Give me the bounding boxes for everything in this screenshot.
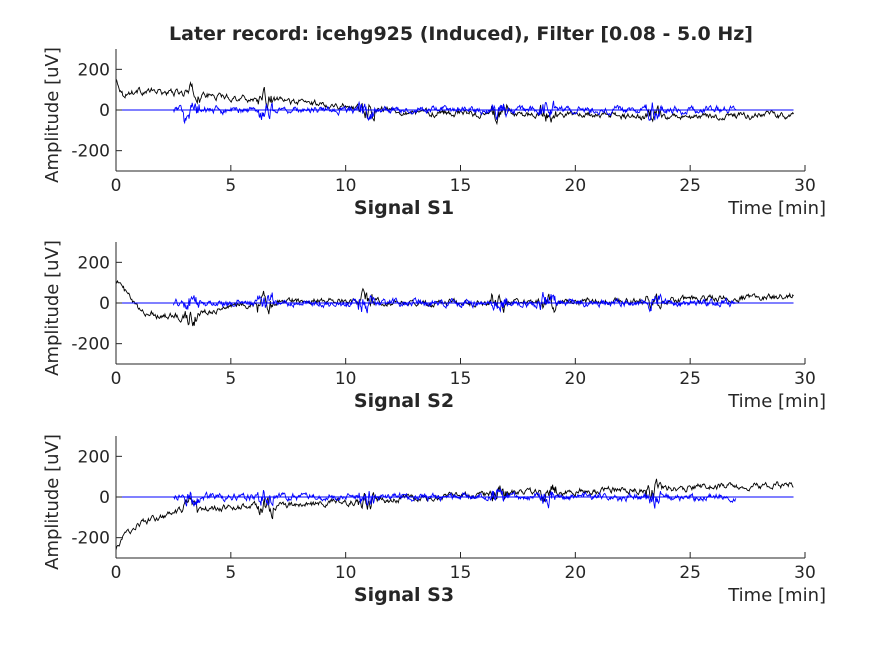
figure-title: Later record: icehg925 (Induced), Filter…: [169, 23, 753, 45]
x-tick-label: 0: [111, 176, 122, 196]
x-tick-label: 10: [335, 176, 357, 196]
y-tick-label: 0: [99, 101, 110, 121]
x-tick-label: 0: [111, 369, 122, 389]
series-line-filtered: [172, 292, 737, 314]
subplot-label: Signal S3: [354, 584, 454, 606]
x-tick-label: 30: [794, 369, 816, 389]
x-axis-label: Time [min]: [727, 198, 826, 219]
x-tick-label: 30: [794, 176, 816, 196]
x-axis-label: Time [min]: [727, 585, 826, 606]
x-axis-label: Time [min]: [727, 391, 826, 412]
y-tick-label: -200: [71, 142, 110, 162]
subplot-label: Signal S2: [354, 390, 454, 412]
x-tick-label: 20: [565, 176, 587, 196]
series-line-raw: [116, 279, 794, 327]
x-tick-label: 15: [450, 176, 472, 196]
y-tick-label: 200: [78, 253, 110, 273]
x-tick-label: 10: [335, 369, 357, 389]
x-tick-label: 20: [565, 369, 587, 389]
y-tick-label: 200: [78, 447, 110, 467]
x-tick-label: 25: [679, 176, 701, 196]
x-tick-label: 5: [225, 563, 236, 583]
x-tick-label: 15: [450, 369, 472, 389]
x-tick-label: 20: [565, 563, 587, 583]
x-tick-label: 15: [450, 563, 472, 583]
y-axis-label: Amplitude [uV]: [42, 47, 63, 183]
x-tick-label: 5: [225, 176, 236, 196]
x-tick-label: 5: [225, 369, 236, 389]
x-tick-label: 0: [111, 563, 122, 583]
x-tick-label: 25: [679, 369, 701, 389]
y-tick-label: -200: [71, 335, 110, 355]
subplot-label: Signal S1: [354, 197, 454, 219]
y-tick-label: -200: [71, 529, 110, 549]
y-tick-label: 0: [99, 294, 110, 314]
x-tick-label: 25: [679, 563, 701, 583]
y-tick-label: 200: [78, 60, 110, 80]
x-tick-label: 30: [794, 563, 816, 583]
y-axis-label: Amplitude [uV]: [42, 434, 63, 570]
x-tick-label: 10: [335, 563, 357, 583]
series-line-raw: [116, 478, 794, 551]
series-line-raw: [116, 78, 794, 126]
y-tick-label: 0: [99, 488, 110, 508]
y-axis-label: Amplitude [uV]: [42, 240, 63, 376]
